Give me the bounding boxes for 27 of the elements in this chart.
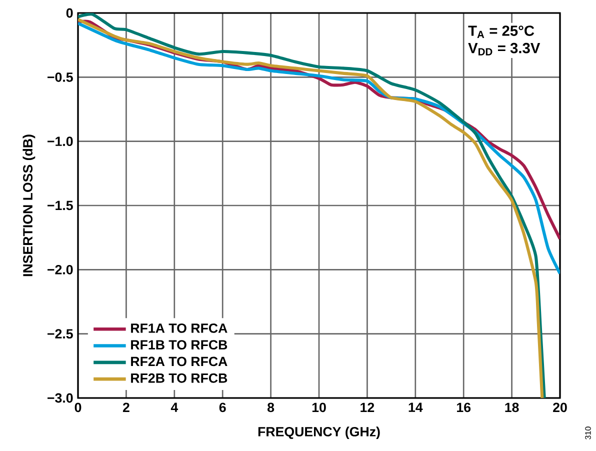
annotation: V$_{DD}$ = 3.3V [468, 42, 540, 56]
x-axis-title: FREQUENCY (GHz) [258, 426, 380, 440]
legend-label: RF1B TO RFCB [131, 340, 228, 350]
y-tick-label: 0 [66, 8, 73, 18]
x-tick-label: 8 [268, 402, 274, 412]
x-tick-label: 18 [505, 402, 519, 412]
y-tick-label: −2.5 [48, 329, 73, 339]
legend-label: RF2B TO RFCB [131, 373, 228, 383]
annotation: T$_{A}$ = 25°C [468, 26, 534, 38]
y-axis-title: INSERTION LOSS (dB) [22, 134, 36, 276]
text: 310 [585, 426, 591, 440]
legend-label: RF1A TO RFCA [131, 323, 228, 333]
x-tick-label: 2 [122, 402, 130, 412]
x-tick-label: 16 [457, 402, 471, 412]
x-tick-label: 12 [360, 402, 374, 412]
x-tick-label: 6 [219, 402, 226, 412]
x-tick-label: 0 [74, 402, 82, 412]
y-tick-label: −2.0 [48, 264, 73, 274]
x-tick-label: 10 [312, 402, 326, 412]
y-tick-label: −3.0 [48, 393, 73, 403]
x-tick-label: 4 [170, 402, 178, 412]
y-tick-label: −1.5 [48, 200, 73, 210]
y-tick-label: −1.0 [48, 136, 73, 146]
legend-label: RF2A TO RFCA [131, 356, 228, 366]
x-tick-label: 20 [553, 402, 567, 412]
x-tick-label: 14 [408, 402, 423, 412]
y-tick-label: −0.5 [48, 72, 73, 82]
